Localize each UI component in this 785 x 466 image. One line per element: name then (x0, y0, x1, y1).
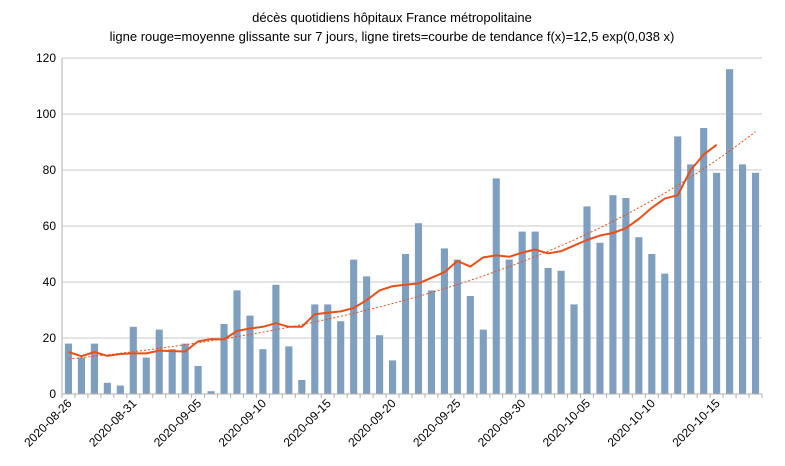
bar (77, 357, 86, 394)
bar-series (64, 69, 760, 394)
bar (557, 270, 565, 394)
bar (155, 329, 163, 394)
bar (168, 349, 176, 394)
bar (285, 346, 293, 394)
trend-line (68, 131, 756, 360)
bar (713, 172, 721, 394)
bar (700, 128, 708, 394)
bar (596, 242, 604, 394)
bar (298, 380, 306, 394)
moving-average-series (68, 144, 718, 358)
bar (427, 290, 436, 394)
bar (207, 391, 215, 394)
bar (272, 284, 280, 394)
bar (570, 304, 578, 394)
moving-average-line (68, 144, 718, 358)
y-tick-labels: 0 20 40 60 80 100 120 (36, 51, 56, 401)
x-tick-labels: 2020-08-26 2020-08-31 2020-09-05 2020-09-10… (21, 396, 723, 450)
bar (440, 248, 448, 394)
bar (518, 231, 526, 394)
gridlines (62, 57, 762, 395)
bar (246, 315, 254, 394)
trend-series (68, 131, 756, 360)
bar (531, 231, 539, 394)
x-tick-label: 2020-10-05 (540, 396, 594, 450)
bar (505, 259, 513, 394)
chart-subtitle: ligne rouge=moyenne glissante sur 7 jour… (110, 29, 675, 44)
bar (142, 357, 150, 394)
bar (466, 296, 474, 394)
bar (350, 259, 358, 394)
bar (116, 385, 124, 394)
bar (635, 237, 643, 394)
bar (220, 324, 228, 394)
x-tick-label: 2020-09-05 (151, 396, 205, 450)
bar (194, 366, 202, 394)
bar (609, 195, 617, 394)
bar (544, 268, 552, 394)
bar (363, 276, 371, 394)
bar (622, 198, 630, 394)
x-tick-label: 2020-10-10 (605, 396, 659, 450)
x-tick-label: 2020-09-25 (410, 396, 464, 450)
x-tick-label: 2020-08-26 (21, 396, 75, 450)
bar (388, 360, 397, 394)
bar (64, 343, 73, 394)
y-tick-label: 80 (43, 163, 57, 177)
bar (583, 206, 591, 394)
bar (401, 254, 410, 394)
bar (376, 335, 384, 394)
chart-title: décès quotidiens hôpitaux France métropo… (252, 10, 532, 25)
bar (648, 254, 656, 394)
bar (661, 273, 669, 394)
y-tick-label: 40 (43, 275, 57, 289)
bar (259, 349, 267, 394)
bar (311, 304, 319, 394)
x-tick-label: 2020-08-31 (86, 396, 140, 450)
bar (181, 343, 189, 394)
y-tick-label: 60 (43, 219, 57, 233)
bar (324, 304, 332, 394)
bar (726, 69, 734, 394)
y-tick-label: 120 (36, 51, 56, 65)
y-tick-label: 0 (49, 387, 56, 401)
bar (453, 259, 461, 394)
bar (233, 290, 241, 394)
bar (492, 178, 500, 394)
axes (61, 58, 763, 398)
bar (103, 382, 111, 394)
x-tick-label: 2020-10-15 (669, 396, 723, 450)
bar (90, 343, 98, 394)
bar (738, 164, 747, 394)
x-tick-label: 2020-09-20 (345, 396, 399, 450)
x-tick-label: 2020-09-30 (475, 396, 529, 450)
bar (414, 223, 423, 394)
bar (479, 329, 487, 394)
bar (751, 172, 760, 394)
bar (337, 321, 345, 394)
x-tick-label: 2020-09-10 (216, 396, 270, 450)
bar (129, 326, 137, 394)
x-tick-label: 2020-09-15 (281, 396, 335, 450)
y-tick-label: 100 (36, 107, 56, 121)
bar (674, 136, 682, 394)
y-tick-label: 20 (43, 331, 57, 345)
bar (687, 164, 695, 394)
